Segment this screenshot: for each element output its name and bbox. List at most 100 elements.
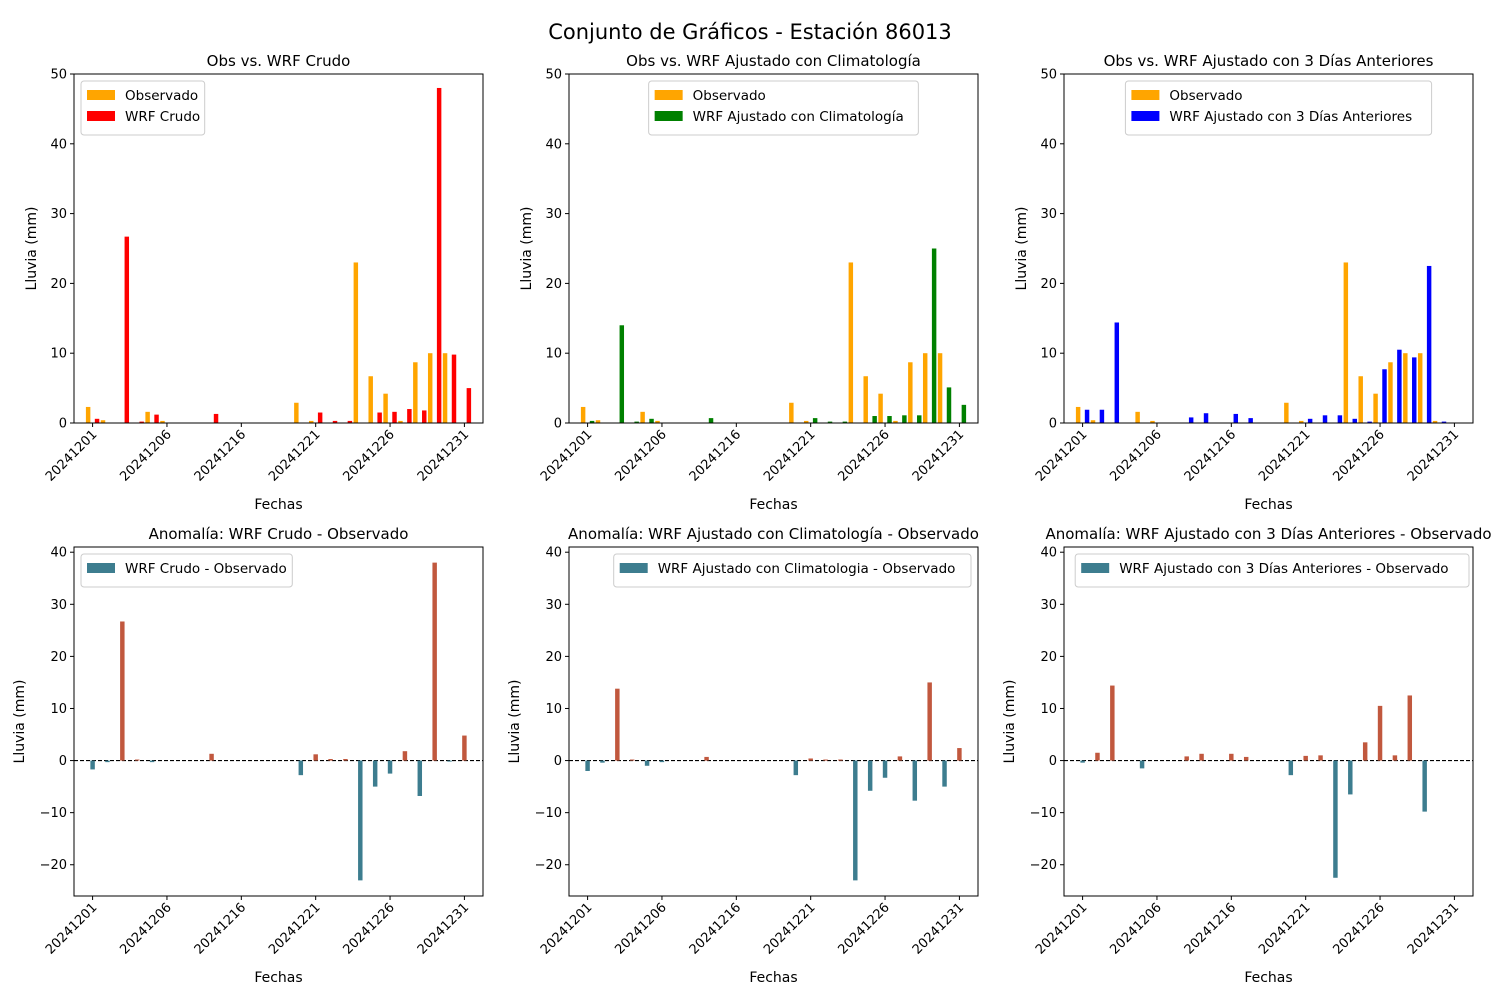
- bar: [432, 562, 437, 761]
- bar: [317, 412, 323, 423]
- bar: [120, 621, 125, 761]
- y-tick-label: 30: [1040, 207, 1057, 222]
- bar: [629, 759, 635, 761]
- bar: [1135, 411, 1140, 423]
- x-axis-label: Fechas: [749, 970, 797, 986]
- bar: [90, 760, 95, 770]
- y-tick-label: 40: [1040, 546, 1057, 561]
- bar: [154, 414, 159, 423]
- x-tick-label: 20241221: [266, 427, 323, 484]
- bar: [649, 418, 654, 423]
- y-tick-label: 0: [554, 754, 562, 769]
- bar: [1303, 755, 1308, 761]
- bar: [145, 411, 150, 423]
- x-tick-label: 20241231: [910, 427, 967, 484]
- y-tick-label: 20: [545, 277, 562, 292]
- bar: [827, 421, 833, 423]
- bar: [1352, 418, 1357, 423]
- x-tick-label: 20241201: [43, 427, 100, 484]
- bar: [1362, 742, 1368, 761]
- bar: [961, 404, 967, 423]
- x-tick-label: 20241216: [687, 427, 744, 484]
- y-tick-label: 10: [1040, 702, 1057, 717]
- y-axis-label: Lluvia (mm): [24, 207, 40, 291]
- x-tick-label: 20241201: [1033, 427, 1090, 484]
- bar: [1233, 413, 1239, 423]
- bar: [595, 420, 601, 423]
- bar: [1382, 369, 1387, 423]
- y-tick-label: 20: [50, 650, 67, 665]
- chart-panel-1: Obs vs. WRF Crudo 0 10 20 30 40 50 20241201 2024…: [24, 52, 484, 513]
- bar: [94, 418, 100, 423]
- bar: [902, 415, 907, 423]
- bar: [1417, 353, 1423, 423]
- bar: [931, 248, 937, 423]
- bar: [897, 756, 903, 761]
- bar: [823, 759, 828, 761]
- y-tick-label: 0: [59, 754, 67, 769]
- bar: [343, 759, 348, 761]
- bar: [580, 406, 586, 423]
- bar: [937, 353, 943, 423]
- legend-label: WRF Crudo - Observado: [125, 561, 287, 577]
- bar: [1139, 760, 1145, 769]
- bar: [368, 376, 373, 423]
- x-tick-label: 20241231: [910, 900, 967, 957]
- bar: [377, 412, 382, 423]
- bar: [422, 410, 427, 423]
- legend-label: WRF Ajustado con Climatologia - Observad…: [658, 561, 956, 577]
- y-tick-label: 0: [1049, 417, 1057, 432]
- bar: [893, 420, 898, 423]
- x-tick-label: 20241226: [340, 900, 397, 957]
- bar: [436, 87, 442, 424]
- y-tick-label: 30: [545, 207, 562, 222]
- bar: [353, 262, 359, 423]
- bar: [957, 748, 962, 761]
- x-tick-label: 20241216: [1182, 427, 1239, 484]
- legend-swatch: [1081, 563, 1110, 573]
- x-axis-label: Fechas: [254, 497, 302, 513]
- y-tick-label: 10: [545, 347, 562, 362]
- y-tick-label: 10: [545, 702, 562, 717]
- bar: [867, 760, 873, 791]
- legend-swatch: [619, 563, 648, 573]
- bar: [1080, 760, 1085, 763]
- bar: [589, 420, 595, 423]
- x-tick-label: 20241226: [835, 427, 892, 484]
- legend-box: [648, 80, 919, 136]
- bar: [160, 420, 165, 423]
- chart-panel-3: Obs vs. WRF Ajustado con 3 Días Anterior…: [1014, 52, 1474, 513]
- y-tick-label: −20: [535, 858, 562, 873]
- legend-label: Observado: [693, 88, 766, 104]
- y-tick-label: 40: [545, 137, 562, 152]
- axes-frame: [568, 73, 979, 424]
- bar: [1099, 409, 1105, 423]
- chart-title: Obs vs. WRF Crudo: [207, 52, 351, 70]
- bar: [1358, 376, 1363, 423]
- chart-title: Anomalía: WRF Crudo - Observado: [149, 525, 409, 543]
- axes-frame: [73, 73, 484, 424]
- bar: [1377, 705, 1383, 761]
- bar: [1432, 420, 1438, 423]
- bar: [1318, 755, 1323, 761]
- bar: [789, 402, 794, 423]
- bar: [392, 411, 397, 423]
- x-axis-label: Fechas: [1244, 970, 1292, 986]
- bar: [413, 362, 418, 423]
- bar: [451, 354, 457, 423]
- bar: [372, 760, 378, 787]
- bar: [1422, 760, 1427, 812]
- bar: [808, 758, 813, 761]
- x-axis-label: Fechas: [1244, 497, 1292, 513]
- x-tick-label: 20241226: [340, 427, 397, 484]
- bar: [1337, 415, 1343, 423]
- bar: [124, 236, 130, 423]
- bar: [407, 409, 412, 423]
- y-tick-label: 40: [50, 137, 67, 152]
- legend-swatch: [654, 111, 683, 121]
- bar: [1150, 420, 1155, 423]
- legend-label: Observado: [1169, 88, 1242, 104]
- legend-swatch: [1131, 111, 1160, 121]
- bar: [383, 393, 388, 423]
- bar: [908, 362, 913, 423]
